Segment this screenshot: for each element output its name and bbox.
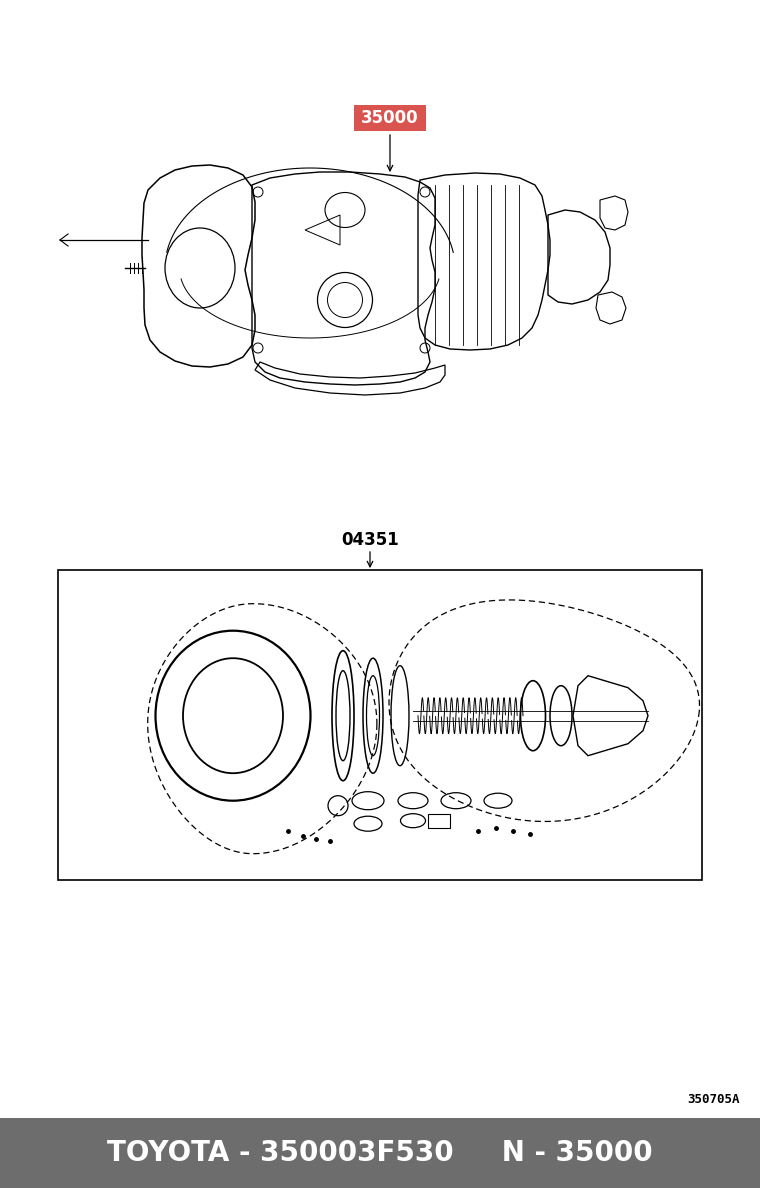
Text: 35000: 35000: [361, 109, 419, 127]
Bar: [0, 1118, 760, 1188]
Text: TOYOTA - 350003F530     N - 35000: TOYOTA - 350003F530 N - 35000: [107, 1139, 653, 1167]
Text: 04351: 04351: [341, 531, 399, 549]
Text: 350705A: 350705A: [688, 1093, 740, 1106]
Bar: [58, 570, 702, 880]
Bar: [428, 814, 450, 828]
Bar: [354, 105, 426, 131]
